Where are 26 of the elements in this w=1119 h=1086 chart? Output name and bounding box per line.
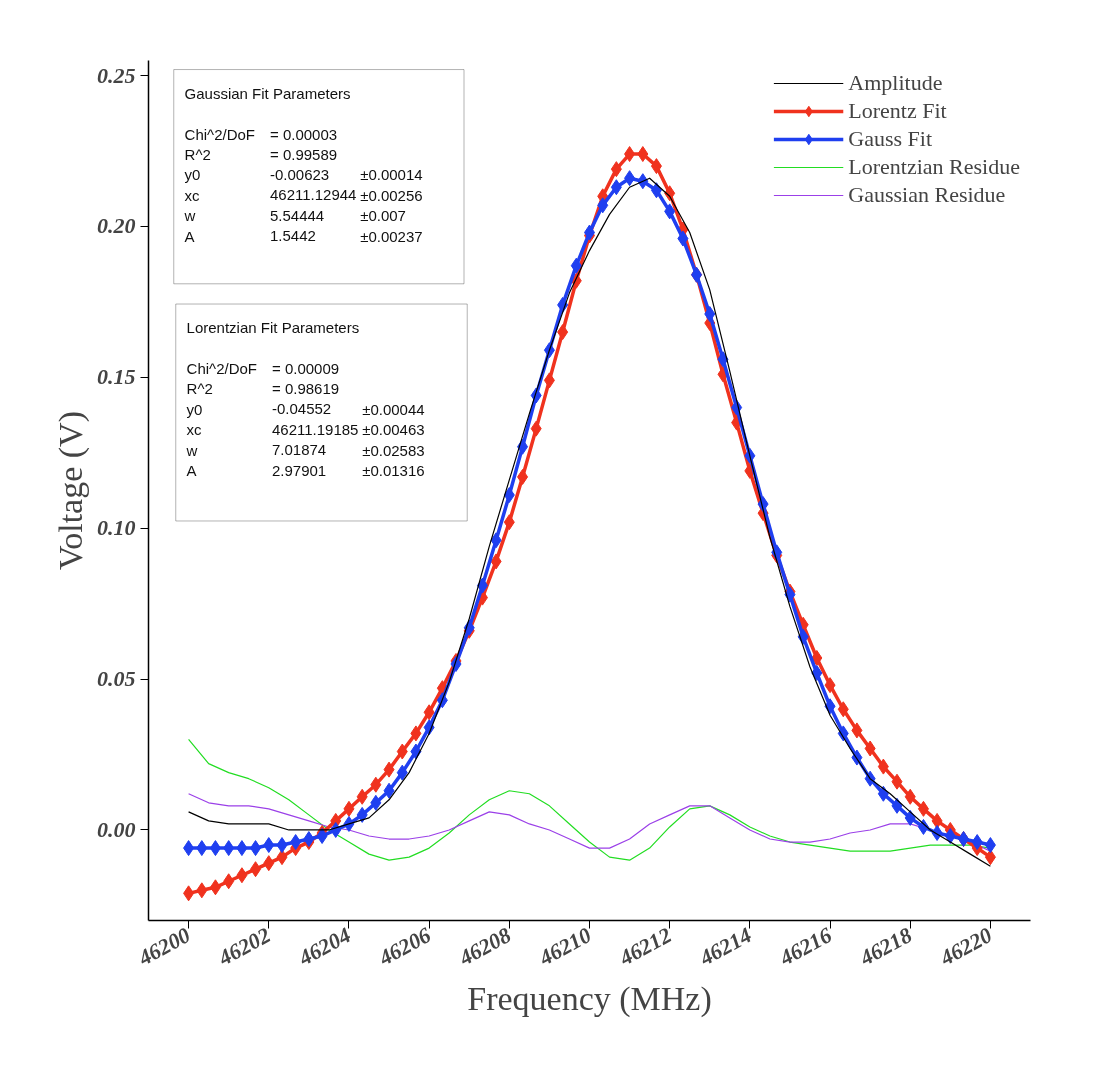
y-tick-label: 0.20 bbox=[97, 213, 136, 239]
legend-label: Amplitude bbox=[848, 70, 943, 96]
x-tick-label: 46210 bbox=[534, 922, 596, 971]
legend-label: Gauss Fit bbox=[848, 126, 933, 152]
y-tick-label: 0.10 bbox=[97, 515, 136, 541]
y-tick-label: 0.25 bbox=[97, 62, 136, 88]
x-tick-label: 46208 bbox=[453, 922, 516, 971]
y-axis-title: Voltage (V) bbox=[52, 411, 90, 570]
legend-label: Lorentzian Residue bbox=[848, 154, 1020, 180]
x-axis-title: Frequency (MHz) bbox=[467, 980, 712, 1019]
text: Lorentzian Fit Parameters Chi^2/DoF = 0.00009 R^2 = 0.98619 y0 -0.04552 ±0.00044 xc 46211.19185 ±0.00463 w 7.01874 ±0.02583 A 2.97901 ±0.01316 bbox=[186, 319, 425, 480]
x-tick-label: 46214 bbox=[694, 922, 756, 971]
x-tick-label: 46204 bbox=[293, 922, 355, 971]
legend-label: Lorentz Fit bbox=[848, 98, 947, 124]
legend-label: Gaussian Residue bbox=[848, 182, 1006, 208]
y-tick-label: 0.15 bbox=[97, 364, 136, 390]
x-tick-label: 46212 bbox=[614, 922, 676, 971]
x-tick-label: 46218 bbox=[854, 922, 916, 971]
x-tick-label: 46220 bbox=[935, 922, 997, 971]
x-tick-label: 46202 bbox=[213, 922, 275, 971]
text: Gaussian Fit Parameters Chi^2/DoF = 0.00003 R^2 = 0.99589 y0 -0.00623 ±0.00014 xc 46211.12944 ±0.00256 w 5.54444 ±0.007 A 1.5442 ±0.00237 bbox=[184, 84, 423, 245]
x-tick-label: 46200 bbox=[133, 922, 195, 971]
x-tick-label: 46216 bbox=[774, 922, 836, 971]
x-tick-label: 46206 bbox=[373, 922, 435, 971]
y-tick-label: 0.00 bbox=[97, 816, 136, 842]
y-tick-label: 0.05 bbox=[97, 666, 136, 692]
